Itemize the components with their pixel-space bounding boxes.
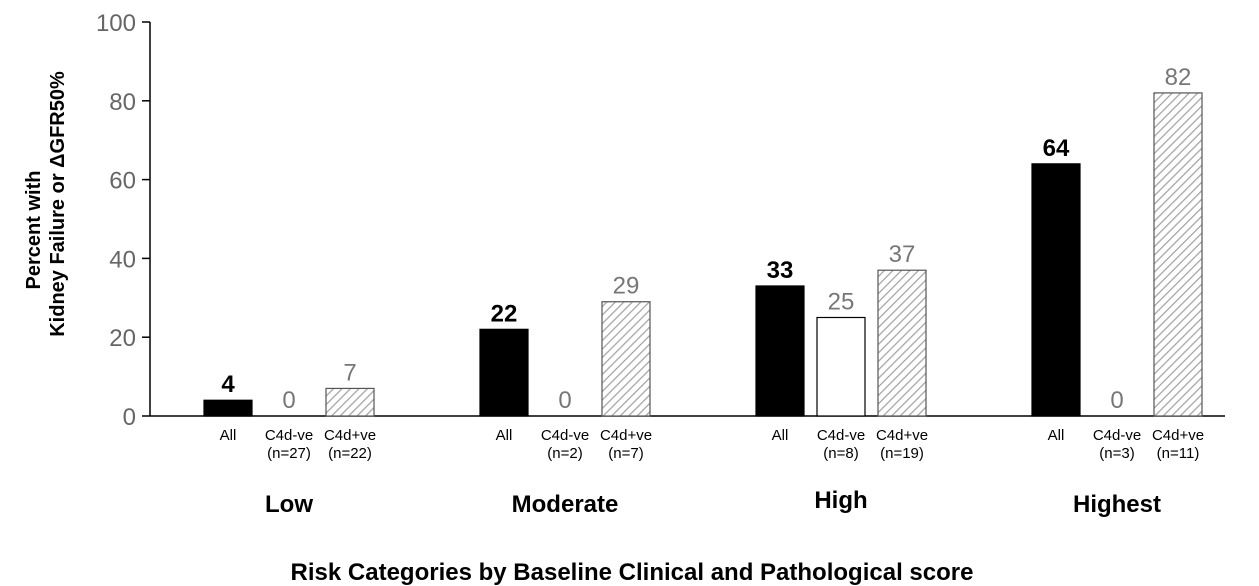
value-label: 29 xyxy=(613,273,640,300)
bar-label: C4d+ve xyxy=(1152,427,1204,444)
bar-label: (n=22) xyxy=(328,445,372,462)
y-axis-title-line-2: Kidney Failure or ΔGFR50% xyxy=(47,71,69,337)
value-label: 7 xyxy=(343,359,356,386)
bar-label: C4d+ve xyxy=(876,427,928,444)
bar-label: (n=27) xyxy=(267,445,311,462)
category-label-low: Low xyxy=(265,491,313,518)
y-tick-label: 0 xyxy=(123,404,136,431)
value-label: 0 xyxy=(558,387,571,414)
labels: 4All0C4d-ve(n=27)7C4d+ve(n=22)Low22All0C… xyxy=(220,64,1204,518)
bar-label: (n=2) xyxy=(547,445,582,462)
x-axis-title: Risk Categories by Baseline Clinical and… xyxy=(291,559,974,586)
bar-label: All xyxy=(772,427,789,444)
category-label-moderate: Moderate xyxy=(512,491,619,518)
y-tick-label: 20 xyxy=(109,325,136,352)
bar-highest-all xyxy=(1031,163,1081,417)
bar-label: C4d+ve xyxy=(324,427,376,444)
bar-label: (n=11) xyxy=(1157,445,1200,462)
value-label: 82 xyxy=(1165,64,1192,91)
bar-low-c4d_pos xyxy=(325,387,375,417)
value-label: 37 xyxy=(889,241,916,268)
bar-label: All xyxy=(220,427,237,444)
bar-label: All xyxy=(1048,427,1065,444)
bar-label: All xyxy=(496,427,513,444)
bar-label: (n=3) xyxy=(1099,445,1134,462)
bar-highest-c4d_pos xyxy=(1153,92,1203,417)
bar-moderate-c4d_pos xyxy=(601,301,651,417)
value-label: 64 xyxy=(1043,135,1070,162)
bar-label: (n=19) xyxy=(880,445,924,462)
y-tick-label: 100 xyxy=(96,10,136,37)
bar-high-all xyxy=(755,285,805,417)
bar-label: C4d+ve xyxy=(600,427,652,444)
bar-label: C4d-ve xyxy=(1093,427,1141,444)
bar-low-all xyxy=(203,399,253,417)
value-label: 33 xyxy=(767,257,794,284)
y-tick-label: 80 xyxy=(109,89,136,116)
value-label: 4 xyxy=(221,371,235,398)
value-label: 0 xyxy=(282,387,295,414)
y-tick-label: 40 xyxy=(109,246,136,273)
y-axis-title-line-1: Percent with xyxy=(23,171,45,290)
value-label: 25 xyxy=(828,289,855,316)
bar-moderate-all xyxy=(479,328,529,417)
bar-high-c4d_pos xyxy=(877,269,927,417)
y-tick-label: 60 xyxy=(109,168,136,195)
bar-label: C4d-ve xyxy=(265,427,313,444)
y-axis-title: Percent with Kidney Failure or ΔGFR50% xyxy=(23,71,69,337)
value-label: 0 xyxy=(1110,387,1123,414)
bar-label: C4d-ve xyxy=(541,427,589,444)
bar-label: (n=7) xyxy=(608,445,643,462)
bars xyxy=(203,92,1203,417)
category-label-highest: Highest xyxy=(1073,491,1161,518)
bar-high-c4d_neg xyxy=(816,316,866,417)
category-label-high: High xyxy=(814,487,867,514)
bar-label: C4d-ve xyxy=(817,427,865,444)
value-label: 22 xyxy=(491,300,518,327)
bar-label: (n=8) xyxy=(823,445,858,462)
